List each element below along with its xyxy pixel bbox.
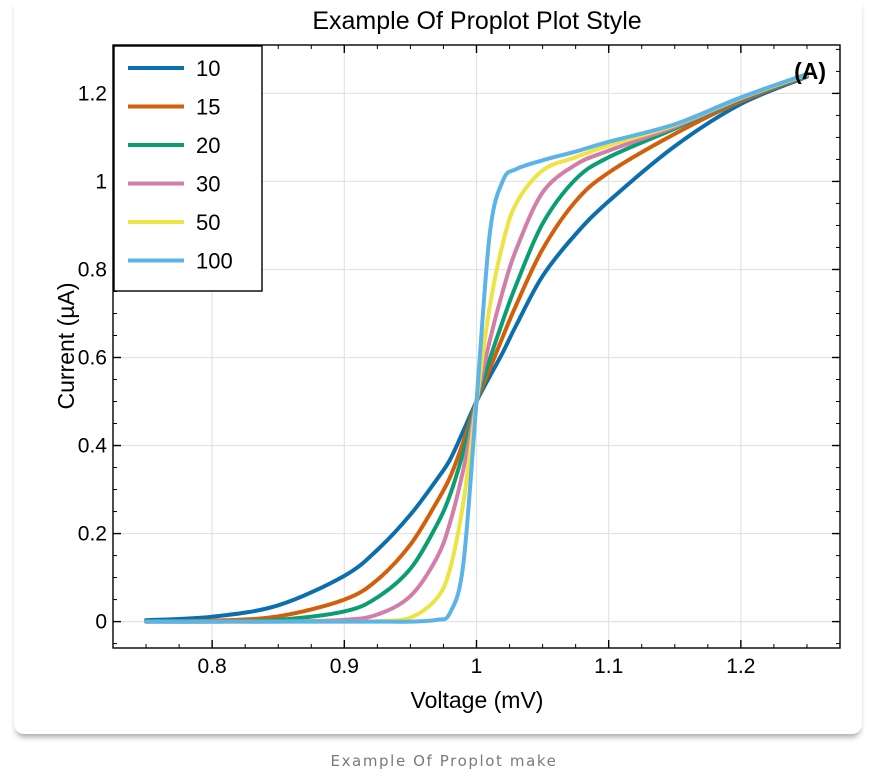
chart-title: Example Of Proplot Plot Style xyxy=(312,7,641,35)
y-tick-label: 0.8 xyxy=(78,258,107,281)
x-tick-label: 1 xyxy=(471,655,483,678)
x-tick-label: 0.9 xyxy=(330,655,359,678)
y-tick-label: 0.4 xyxy=(78,435,108,458)
legend-label-100: 100 xyxy=(196,249,233,274)
x-tick-label: 1.1 xyxy=(594,655,623,678)
panel-label: (A) xyxy=(794,58,826,84)
y-tick-label: 1.2 xyxy=(78,82,107,105)
legend: 10 15 20 30 50 100 xyxy=(113,45,263,292)
legend-label-10: 10 xyxy=(196,56,220,81)
series-line-100 xyxy=(144,72,809,624)
x-tick-label: 1.2 xyxy=(726,655,755,678)
line-chart: Example Of Proplot Plot Style 0.8 0.9 1 1.1… xyxy=(53,7,841,713)
y-axis-title: Current (µA) xyxy=(53,283,79,410)
y-tick-label: 1 xyxy=(95,170,107,193)
figure-card: Example Of Proplot Plot Style 0.8 0.9 1 1.1… xyxy=(14,0,862,734)
figure-caption: Example Of Proplot make xyxy=(330,752,558,770)
y-tick-label: 0 xyxy=(95,611,107,634)
legend-label-15: 15 xyxy=(196,95,220,120)
legend-box xyxy=(113,45,263,292)
legend-label-30: 30 xyxy=(196,172,220,197)
legend-label-50: 50 xyxy=(196,210,220,235)
x-axis-title: Voltage (mV) xyxy=(411,687,544,713)
y-tick-label: 0.2 xyxy=(78,523,107,546)
y-tick-label: 0.6 xyxy=(78,347,107,370)
legend-label-20: 20 xyxy=(196,133,220,158)
x-tick-label: 0.8 xyxy=(198,655,227,678)
